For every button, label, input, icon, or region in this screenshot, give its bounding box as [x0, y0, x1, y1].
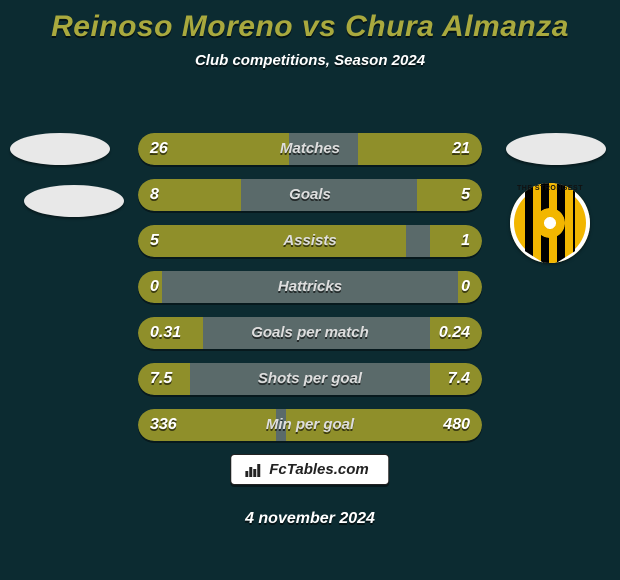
stat-value-right: 1: [449, 225, 482, 257]
stat-row: Min per goal336480: [138, 409, 482, 441]
stat-row: Goals per match0.310.24: [138, 317, 482, 349]
branding-label: FcTables.com: [269, 461, 368, 478]
comparison-card: Reinoso Moreno vs Chura Almanza Club com…: [0, 10, 620, 580]
stat-value-left: 0.31: [138, 317, 193, 349]
page-subtitle: Club competitions, Season 2024: [0, 52, 620, 69]
stat-value-left: 336: [138, 409, 189, 441]
stat-row: Shots per goal7.5 7.4: [138, 363, 482, 395]
stats-list: Matches2621Goals85Assists51Hattricks00Go…: [138, 133, 482, 455]
right-club-logo: [510, 183, 590, 263]
stat-value-right: 7.4: [436, 363, 482, 395]
stat-label: Goals: [138, 179, 482, 211]
stat-value-left: 0: [138, 271, 171, 303]
stat-row: Matches26 21: [138, 133, 482, 165]
branding-badge[interactable]: FcTables.com: [230, 454, 389, 485]
left-club-logo-placeholder: [24, 185, 124, 217]
page-title: Reinoso Moreno vs Chura Almanza: [0, 10, 620, 44]
stat-value-left: 5: [138, 225, 171, 257]
card-date: 4 november 2024: [0, 510, 620, 528]
right-player-photo-placeholder: [506, 133, 606, 165]
stat-value-left: 8: [138, 179, 171, 211]
stat-value-left: 7.5: [138, 363, 184, 395]
stat-row: Hattricks0 0: [138, 271, 482, 303]
stat-value-right: 0: [449, 271, 482, 303]
stat-value-right: 480: [431, 409, 482, 441]
stat-value-right: 0.24: [427, 317, 482, 349]
stat-value-right: 21: [440, 133, 482, 165]
stat-value-left: 26: [138, 133, 180, 165]
stat-label: Matches: [138, 133, 482, 165]
stat-label: Shots per goal: [138, 363, 482, 395]
stat-row: Goals8 5: [138, 179, 482, 211]
chart-bars-icon: [245, 463, 263, 477]
left-player-photo-placeholder: [10, 133, 110, 165]
stat-value-right: 5: [449, 179, 482, 211]
stat-label: Hattricks: [138, 271, 482, 303]
stat-label: Assists: [138, 225, 482, 257]
stat-row: Assists5 1: [138, 225, 482, 257]
right-club-name: THE STRONGEST: [500, 185, 600, 192]
